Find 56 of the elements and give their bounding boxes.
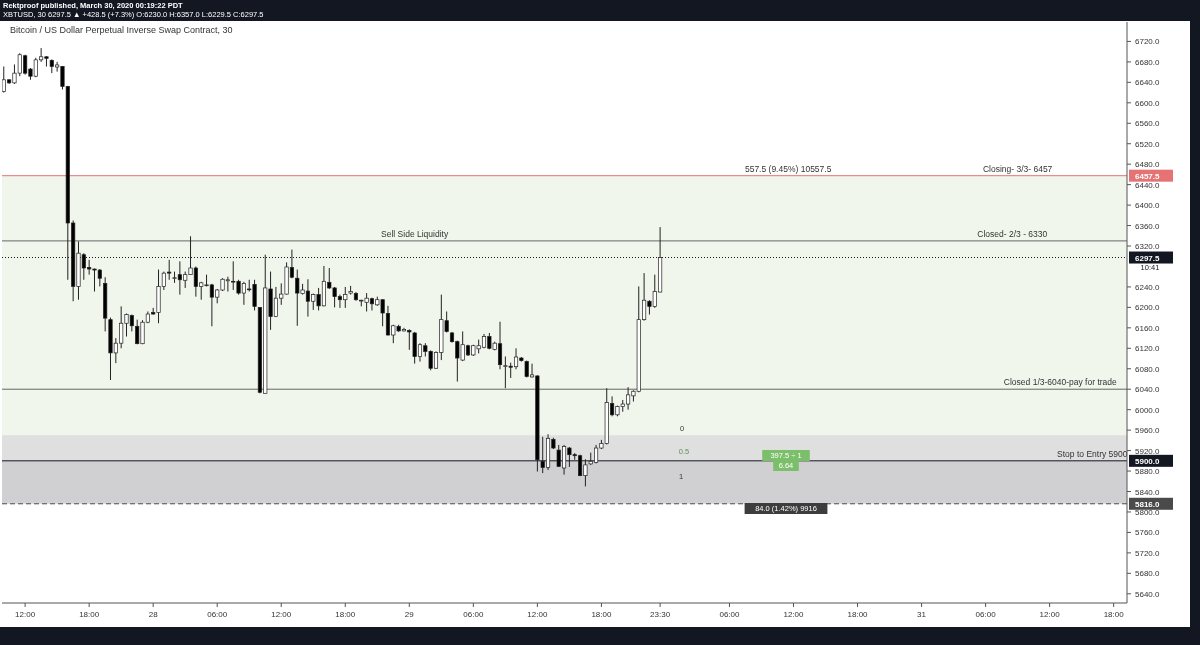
y-tick-label: 6320.0 — [1135, 242, 1161, 252]
annotation: Closed- 2/3 - 6330 — [977, 228, 1048, 239]
y-tick-label: 6680.0 — [1135, 57, 1161, 67]
y-tick-label: 5760.0 — [1135, 528, 1161, 538]
ref-line-label: 5900.0 — [1135, 456, 1161, 466]
x-tick-label: 18:00 — [847, 610, 869, 619]
y-tick-label: 6040.0 — [1135, 385, 1161, 395]
x-tick-label: 18:00 — [591, 610, 612, 619]
x-tick-label: 18:00 — [1103, 610, 1125, 619]
y-tick-label: 6640.0 — [1135, 78, 1161, 88]
x-tick-label: 23:30 — [650, 610, 671, 619]
x-tick-label: 06:00 — [463, 610, 484, 619]
y-tick-label: 6120.0 — [1135, 344, 1161, 354]
y-tick-label: 6600.0 — [1135, 98, 1161, 108]
y-tick-label: 6480.0 — [1135, 160, 1161, 170]
y-tick-label: 6200.0 — [1135, 303, 1161, 313]
x-tick-label: 06:00 — [975, 610, 997, 619]
y-tick-label: 5920.0 — [1135, 446, 1161, 456]
annotation: Stop to Entry 5900 — [1057, 448, 1128, 459]
annotation: 557.5 (9.45%) 10557.5 — [744, 163, 832, 174]
ref-line-label: 6457.5 — [1135, 171, 1161, 181]
y-tick-label: 5960.0 — [1135, 426, 1161, 436]
x-tick-label: 06:00 — [207, 610, 228, 619]
y-tick-label: 6360.0 — [1135, 221, 1161, 231]
y-tick-label: 5880.0 — [1135, 467, 1161, 477]
x-tick-label: 12:00 — [1039, 610, 1061, 619]
ref-line-label: 5816.0 — [1135, 499, 1161, 509]
x-tick-label: 12:00 — [527, 610, 548, 619]
x-tick-label: 28 — [148, 610, 159, 619]
y-tick-label: 6000.0 — [1135, 405, 1161, 415]
x-tick-label: 06:00 — [719, 610, 741, 619]
annotation: Closed 1/3-6040-pay for trade — [1003, 377, 1118, 388]
y-tick-label: 6400.0 — [1135, 201, 1161, 211]
x-tick-label: 18:00 — [79, 610, 100, 619]
annotation: Sell Side Liquidity — [381, 228, 449, 239]
y-tick-label: 5680.0 — [1135, 569, 1161, 579]
y-tick-label: 5800.0 — [1135, 507, 1161, 517]
chart-title: Bitcoin / US Dollar Perpetual Inverse Swap Contract, 30 — [10, 25, 233, 35]
y-tick-label: 6240.0 — [1135, 282, 1161, 292]
y-tick-label: 6720.0 — [1135, 37, 1161, 47]
y-tick-label: 6560.0 — [1135, 119, 1161, 129]
x-tick-label: 12:00 — [783, 610, 805, 619]
annotation: Closing- 3/3- 6457 — [982, 163, 1053, 174]
y-tick-label: 6080.0 — [1135, 364, 1161, 374]
x-tick-label: 18:00 — [335, 610, 356, 619]
x-tick-label: 12:00 — [271, 610, 292, 619]
x-tick-label: 29 — [404, 610, 415, 619]
x-tick-label: 31 — [917, 610, 927, 619]
y-tick-label: 6440.0 — [1135, 180, 1161, 190]
y-tick-label: 6520.0 — [1135, 139, 1161, 149]
ref-line-label: 6297.5 — [1135, 253, 1161, 263]
y-tick-label: 5720.0 — [1135, 548, 1161, 558]
y-tick-label: 5840.0 — [1135, 487, 1161, 497]
y-tick-label: 6160.0 — [1135, 323, 1161, 333]
x-tick-label: 12:00 — [15, 610, 36, 619]
y-tick-label: 5640.0 — [1135, 589, 1161, 599]
